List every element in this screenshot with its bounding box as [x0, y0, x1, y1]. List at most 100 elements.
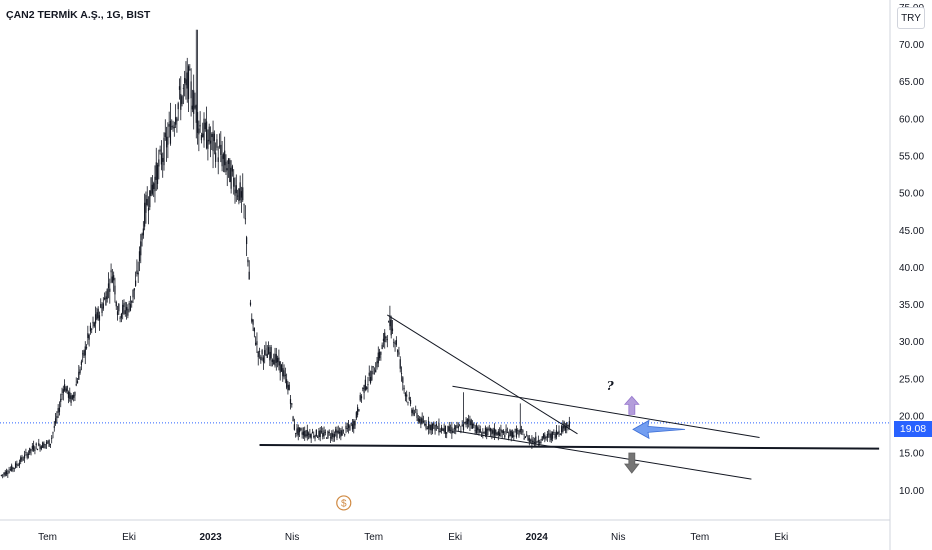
candle-body	[78, 371, 80, 380]
candle-body	[319, 430, 321, 437]
candle-body	[459, 425, 461, 427]
candle-body	[204, 122, 206, 130]
candle-body	[438, 423, 440, 433]
candle-body	[222, 154, 224, 159]
candle-body	[172, 125, 174, 129]
candle-body	[30, 449, 32, 451]
candle-body	[447, 425, 449, 432]
candle-body	[14, 463, 17, 468]
candle-body	[49, 443, 52, 445]
candle-body	[75, 384, 77, 386]
candle-body	[564, 426, 567, 431]
candle-body	[483, 431, 485, 433]
candle-body	[347, 424, 350, 428]
candle-body	[221, 155, 223, 167]
candle-body	[473, 423, 475, 426]
candle-body	[255, 342, 257, 345]
descending-trendline	[386, 314, 578, 435]
candle-body	[199, 125, 201, 127]
candle-body	[44, 444, 46, 446]
candle-body	[231, 166, 234, 172]
candle-body	[2, 474, 4, 476]
candle-body	[535, 436, 537, 445]
candle-body	[375, 369, 377, 373]
candle-body	[0, 475, 2, 476]
candle-body	[444, 425, 447, 434]
candle-body	[107, 283, 110, 289]
candle-body	[203, 118, 205, 141]
candle-body	[287, 384, 289, 391]
currency-button[interactable]: TRY	[897, 7, 925, 29]
candle-body	[493, 428, 496, 436]
y-tick-label: 70.00	[899, 40, 924, 51]
candle-body	[306, 429, 308, 437]
candle-body	[345, 425, 347, 430]
candle-body	[398, 352, 400, 355]
candle-body	[466, 418, 468, 425]
candle-body	[320, 431, 323, 433]
candle-body	[16, 463, 18, 466]
candle-body	[517, 430, 519, 432]
candle-body	[300, 428, 302, 430]
candle-body	[84, 346, 86, 356]
candle-body	[169, 121, 172, 144]
candle-body	[110, 270, 112, 273]
candle-body	[113, 275, 115, 281]
symbol-title[interactable]: ÇAN2 TERMİK A.Ş., 1G, BIST	[6, 9, 151, 21]
candle-body	[354, 420, 356, 426]
candle-body	[276, 357, 279, 363]
candle-body	[131, 300, 133, 303]
candle-body	[489, 428, 492, 432]
candle-body	[456, 424, 458, 426]
candle-body	[358, 409, 360, 412]
candle-body	[313, 436, 315, 437]
candle-body	[282, 368, 284, 377]
candle-body	[452, 430, 454, 433]
candle-body	[530, 440, 532, 442]
candle-body	[520, 429, 523, 430]
candle-body	[64, 384, 66, 391]
candle-body	[80, 361, 82, 365]
candle-body	[149, 190, 151, 208]
candle-body	[159, 149, 161, 152]
candle-body	[21, 456, 23, 460]
candle-body	[138, 251, 141, 261]
candle-body	[511, 432, 514, 438]
candle-body	[393, 342, 395, 344]
dividend-marker-icon	[336, 495, 352, 511]
candle-body	[519, 429, 521, 433]
candle-body	[51, 437, 53, 439]
candle-body	[430, 424, 432, 431]
candle-body	[22, 459, 24, 461]
y-tick-label: 20.00	[899, 412, 924, 423]
candle-body	[371, 370, 373, 381]
candle-body	[25, 452, 27, 453]
candle-body	[461, 424, 463, 426]
candle-body	[202, 133, 204, 138]
candle-body	[234, 189, 236, 196]
candle-body	[4, 471, 6, 476]
candle-body	[215, 152, 217, 162]
question-mark-label: ?	[607, 379, 615, 393]
candle-body	[177, 103, 179, 110]
candle-body	[85, 347, 88, 349]
candle-body	[118, 303, 120, 312]
candle-body	[346, 427, 348, 429]
candle-body	[376, 361, 378, 368]
candle-body	[66, 385, 68, 392]
candle-body	[314, 435, 316, 439]
candle-body	[442, 429, 444, 431]
candle-body	[497, 431, 499, 435]
candle-body	[351, 424, 354, 430]
candle-body	[45, 441, 48, 445]
candle-body	[151, 184, 153, 194]
candle-body	[479, 428, 481, 433]
candle-body	[296, 428, 298, 434]
candle-body	[76, 381, 79, 384]
candle-body	[132, 289, 134, 298]
candle-body	[301, 432, 303, 435]
candle-body	[129, 304, 132, 311]
candle-body	[342, 429, 345, 431]
y-tick-label: 15.00	[899, 449, 924, 460]
